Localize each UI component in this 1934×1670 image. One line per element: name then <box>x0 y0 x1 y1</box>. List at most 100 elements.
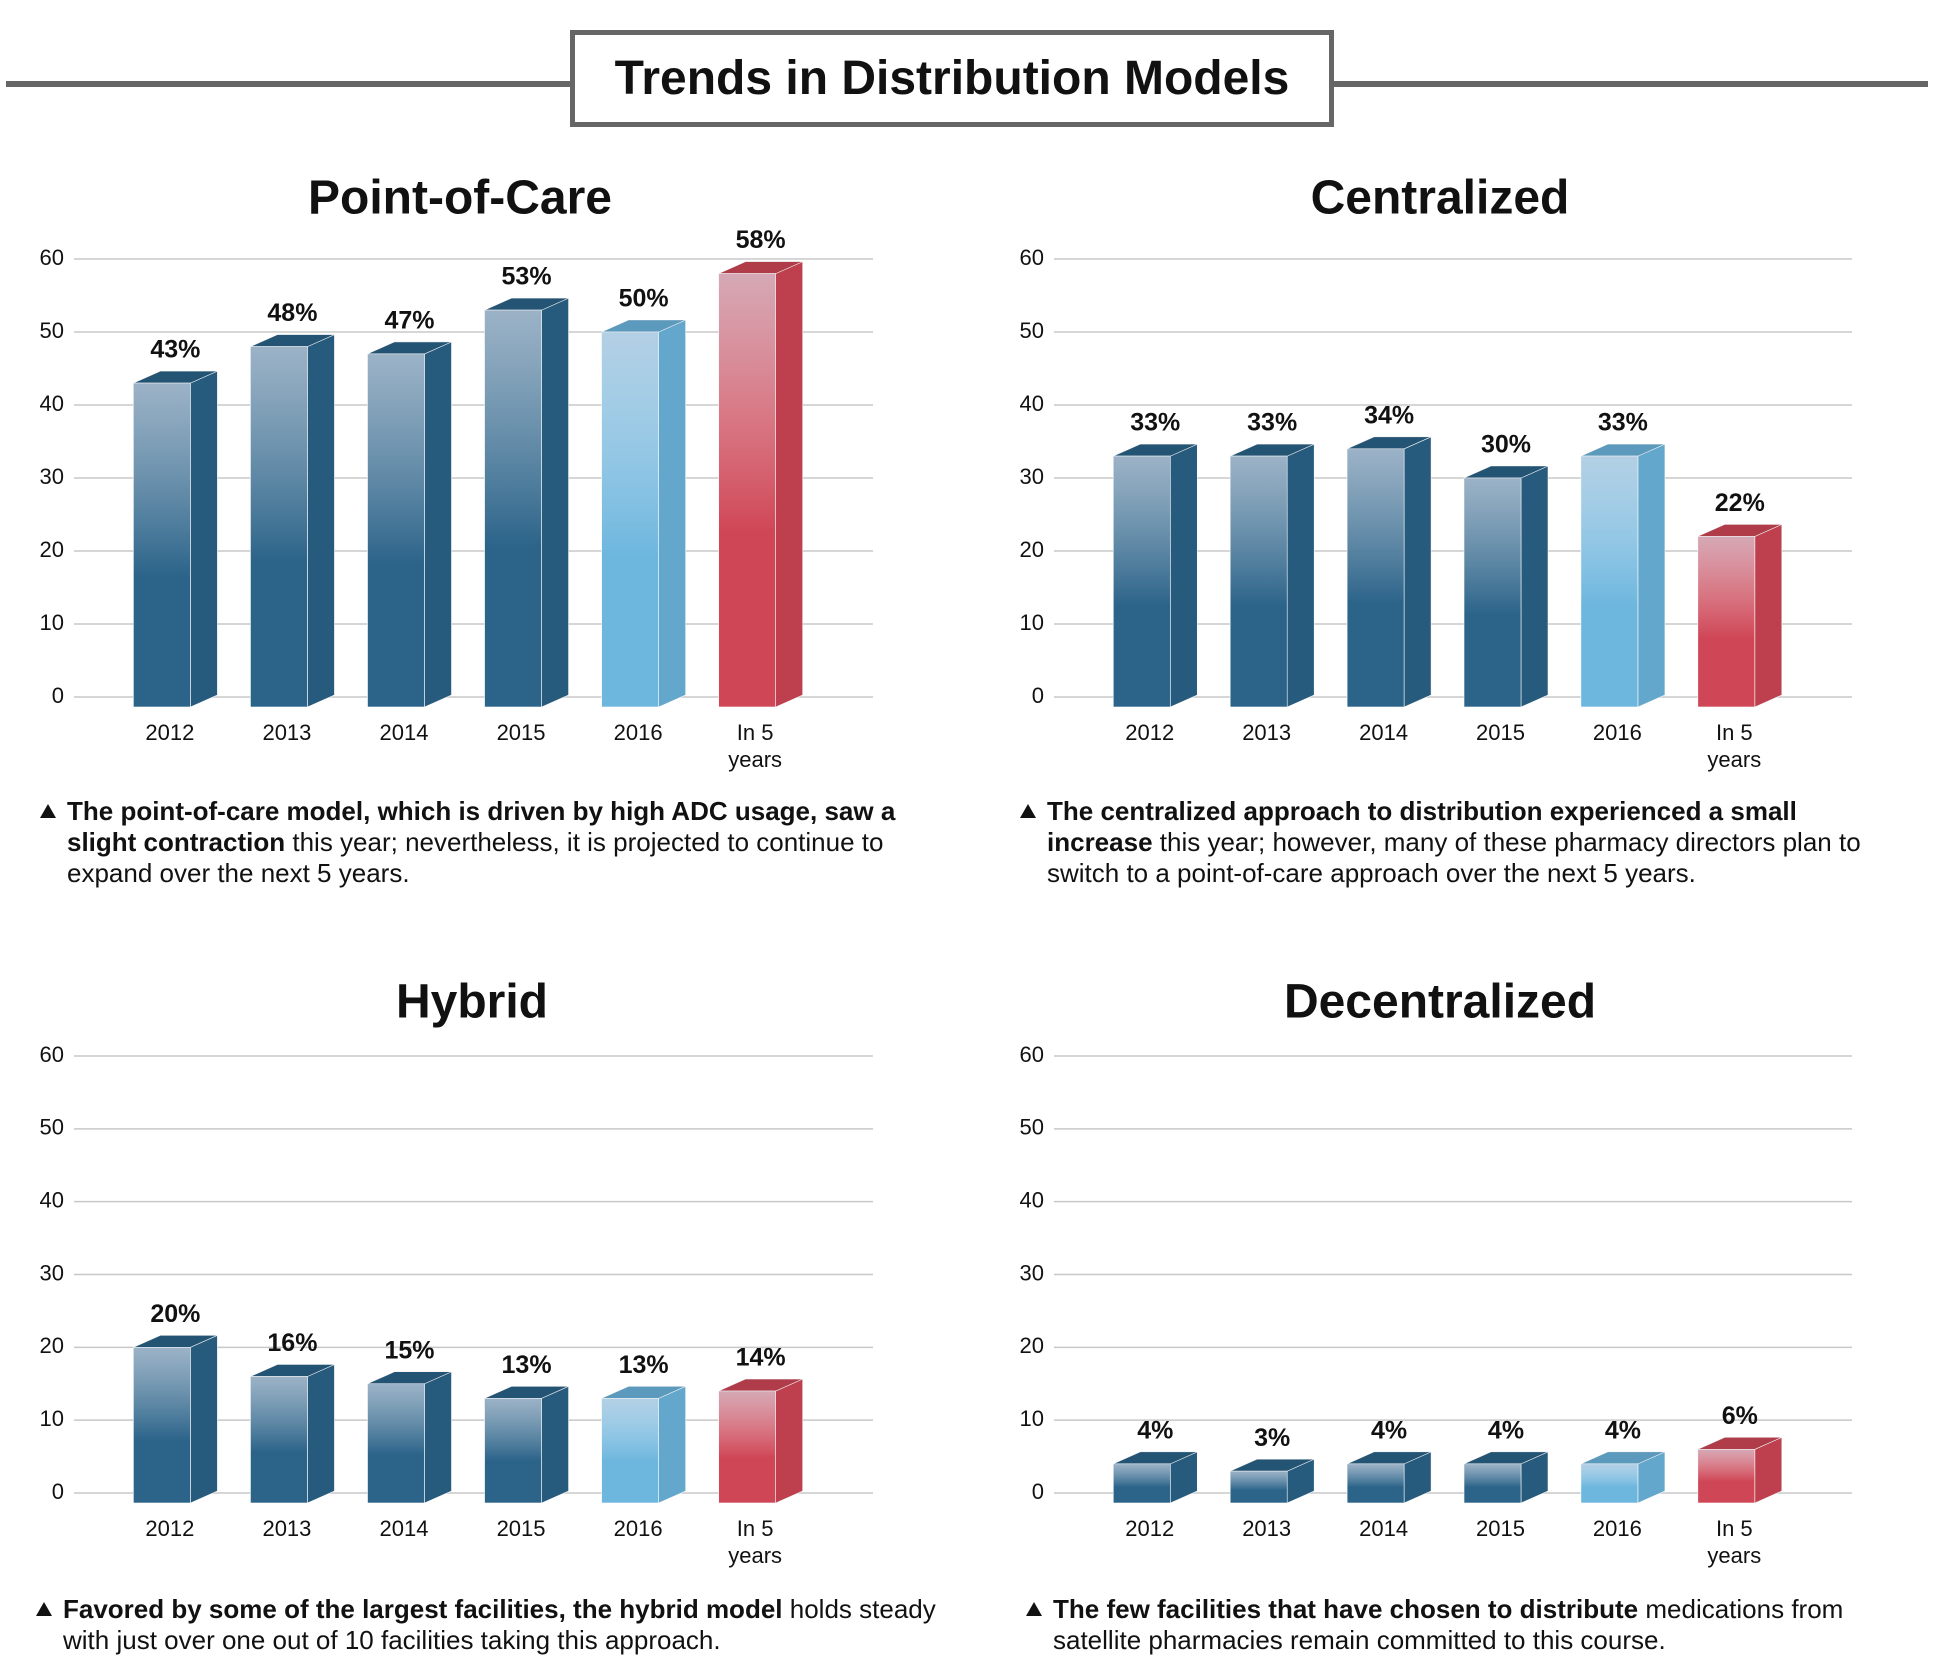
bar-top-shade <box>1580 1451 1665 1464</box>
x-tick-label: 2016 <box>613 720 663 745</box>
chart-title: Decentralized <box>1284 976 1596 1029</box>
x-tick-label: 2013 <box>262 1516 312 1541</box>
value-label: 20% <box>150 1300 200 1328</box>
y-tick-label: 10 <box>1020 1406 1044 1431</box>
bar-side-shade <box>541 298 569 707</box>
y-tick-label: 0 <box>1032 683 1044 708</box>
x-tick-label: In 5 years <box>728 720 783 772</box>
chart-title: Point-of-Care <box>308 172 612 225</box>
note-marker <box>1026 1602 1042 1616</box>
value-label: 4% <box>1371 1416 1407 1444</box>
x-tick-label: 2015 <box>496 1516 546 1541</box>
x-tick-label: 2014 <box>379 1516 429 1541</box>
x-tick-label: 2015 <box>1476 720 1525 745</box>
y-tick-label: 40 <box>40 1187 64 1212</box>
y-tick-label: 50 <box>40 318 64 343</box>
bar-side-shade <box>541 1386 569 1503</box>
x-tick-label: 2015 <box>1476 1516 1525 1541</box>
value-label: 33% <box>1130 409 1180 437</box>
x-tick-label: 2013 <box>262 720 312 745</box>
y-tick-label: 40 <box>40 391 64 416</box>
bar-side-shade <box>1404 1451 1432 1503</box>
bar-side-shade <box>307 334 335 707</box>
y-tick-label: 0 <box>52 1479 64 1504</box>
bar-side-shade <box>775 261 803 707</box>
bar-side-shade <box>1170 1451 1198 1503</box>
y-tick-label: 30 <box>40 464 64 489</box>
bar-top-shade <box>133 371 218 384</box>
bar-side-shade <box>1637 1451 1665 1503</box>
y-tick-label: 10 <box>40 1406 64 1431</box>
note-marker <box>1020 804 1036 818</box>
bar-shine <box>1347 448 1405 707</box>
note-marker <box>40 804 56 818</box>
value-label: 58% <box>736 226 786 254</box>
bar-shine <box>1347 1463 1405 1503</box>
value-label: 13% <box>502 1351 552 1379</box>
chart-title: Hybrid <box>396 976 548 1029</box>
bar-shine <box>1697 536 1755 707</box>
bar-top-shade <box>1697 1437 1782 1450</box>
bar-shine <box>484 1398 542 1503</box>
y-tick-label: 30 <box>1020 464 1044 489</box>
bar-side-shade <box>658 320 686 707</box>
page-title: Trends in Distribution Models <box>570 30 1334 127</box>
value-label: 33% <box>1247 409 1297 437</box>
value-label: 53% <box>502 263 552 291</box>
bar-shine <box>1464 478 1522 707</box>
y-tick-label: 20 <box>1020 1333 1044 1358</box>
x-tick-label: 2014 <box>379 720 429 745</box>
value-label: 22% <box>1715 489 1765 517</box>
bar-side-shade <box>424 341 452 707</box>
x-tick-label: 2014 <box>1359 1516 1409 1541</box>
y-tick-label: 0 <box>52 683 64 708</box>
bar-top-shade <box>367 1371 452 1384</box>
bar-shine <box>367 1383 425 1503</box>
value-label: 48% <box>267 299 317 327</box>
x-tick-label: 2016 <box>613 1516 663 1541</box>
bar-top-shade <box>250 334 335 347</box>
x-tick-label: 2012 <box>145 1516 195 1541</box>
y-tick-label: 20 <box>40 537 64 562</box>
y-tick-label: 50 <box>40 1115 64 1140</box>
bar-side-shade <box>1754 1437 1782 1503</box>
bar-top-shade <box>718 1379 803 1392</box>
chart-note: The centralized approach to distribution… <box>1047 796 1907 889</box>
bar-shine <box>1464 1463 1522 1503</box>
bar-shine <box>1697 1449 1755 1503</box>
value-label: 43% <box>150 336 200 364</box>
bar-side-shade <box>1637 444 1665 707</box>
y-tick-label: 40 <box>1020 391 1044 416</box>
bar-shine <box>133 383 191 707</box>
y-tick-label: 60 <box>1020 1042 1044 1067</box>
value-label: 4% <box>1137 1416 1173 1444</box>
chart-note-bold: The point-of-care model, which is driven… <box>67 796 896 857</box>
bar-top-shade <box>1347 1451 1432 1464</box>
bar-side-shade <box>775 1379 803 1503</box>
bar-shine <box>250 346 308 707</box>
value-label: 6% <box>1722 1402 1758 1430</box>
x-tick-label: 2016 <box>1592 720 1642 745</box>
y-tick-label: 60 <box>40 1042 64 1067</box>
value-label: 4% <box>1488 1416 1524 1444</box>
value-label: 47% <box>384 307 434 335</box>
y-tick-label: 30 <box>1020 1260 1044 1285</box>
bar-top-shade <box>1230 1459 1315 1472</box>
bar-side-shade <box>1521 466 1549 707</box>
chart-note-bold: Favored by some of the largest facilitie… <box>63 1594 783 1624</box>
y-tick-label: 20 <box>1020 537 1044 562</box>
bar-top-shade <box>1580 444 1665 457</box>
bar-shine <box>1113 456 1171 707</box>
chart-note-text: this year; however, many of these pharma… <box>1047 827 1861 888</box>
bar-side-shade <box>658 1386 686 1503</box>
bar-shine <box>601 1398 659 1503</box>
y-tick-label: 50 <box>1020 318 1044 343</box>
bar-shine <box>718 273 776 707</box>
bar-side-shade <box>1521 1451 1549 1503</box>
x-tick-label: 2012 <box>1125 1516 1175 1541</box>
bar-shine <box>718 1391 776 1503</box>
bar-shine <box>367 353 425 707</box>
bar-top-shade <box>601 320 686 332</box>
